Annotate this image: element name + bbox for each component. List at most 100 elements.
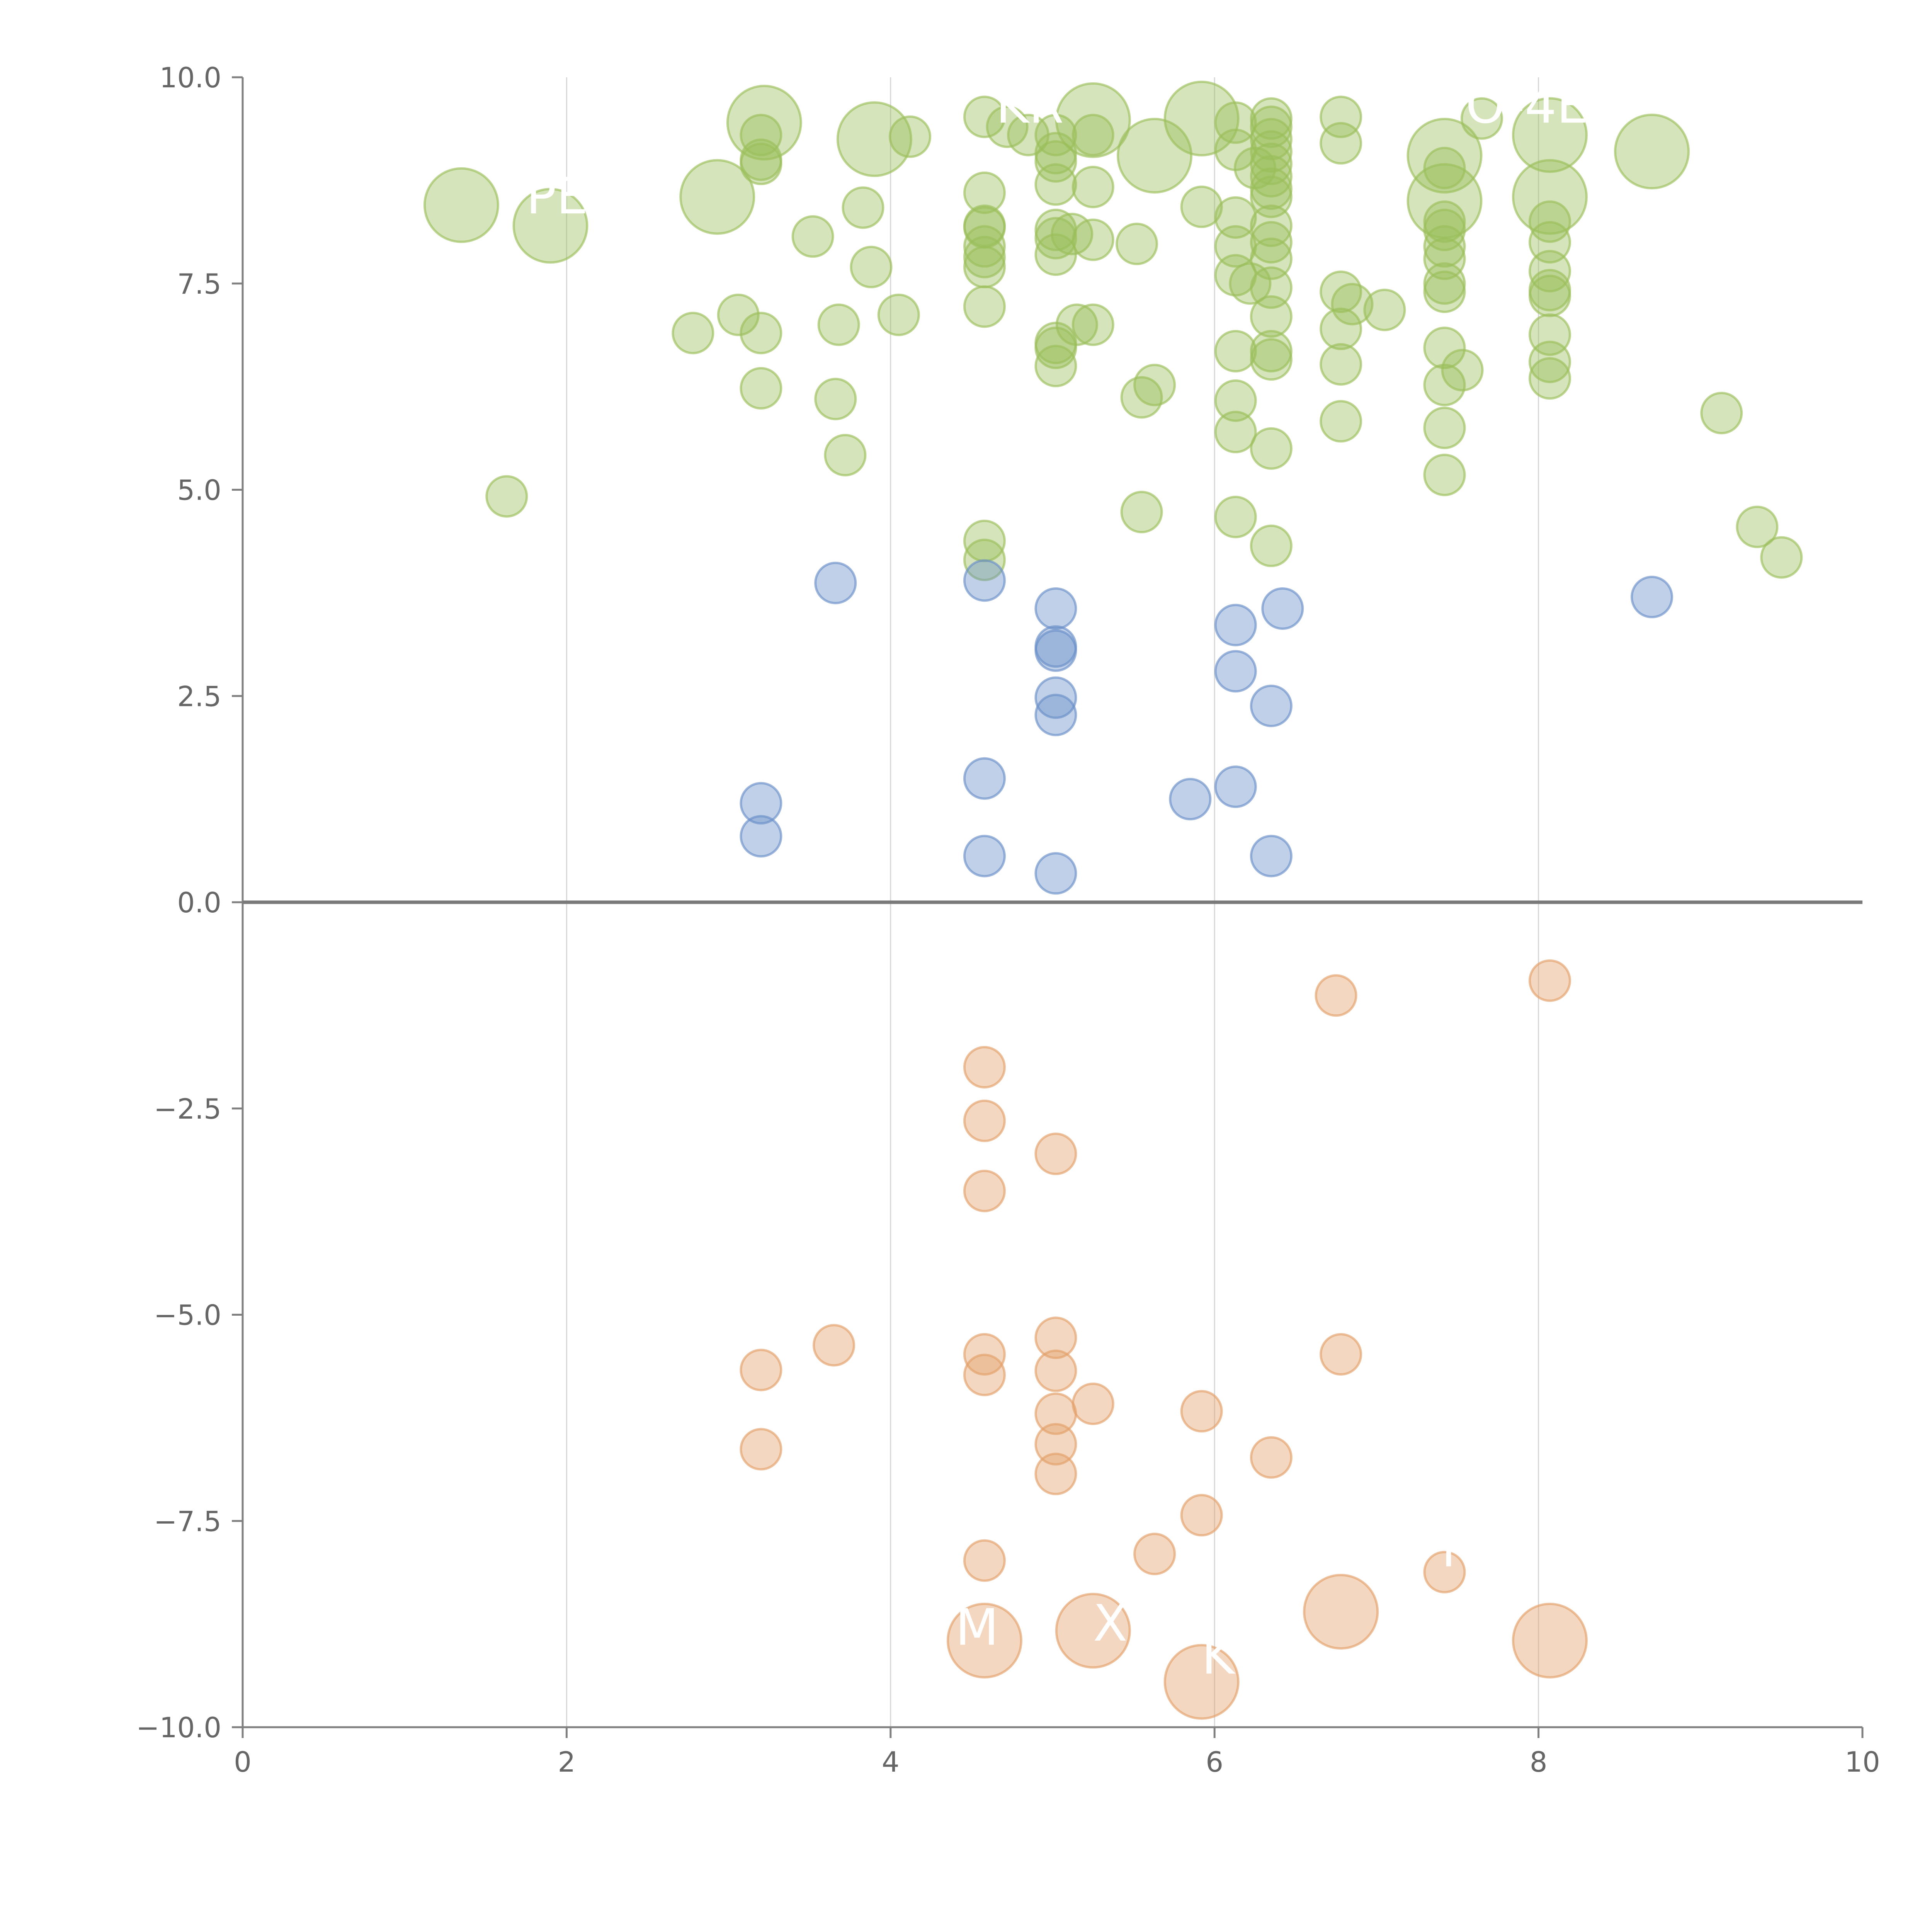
x-tick-label: 10 [1845, 1746, 1880, 1778]
scatter-point [1250, 427, 1293, 470]
scatter-point [813, 1324, 855, 1367]
scatter-point [1034, 694, 1077, 736]
scatter-point [679, 159, 755, 235]
scatter-point [1631, 576, 1673, 619]
point-label: KTZ [1202, 1627, 1296, 1685]
scatter-point [1117, 117, 1193, 194]
scatter-point [1169, 778, 1212, 821]
point-label: M [955, 1598, 998, 1657]
scatter-point [1423, 225, 1466, 268]
scatter-point [1034, 327, 1077, 369]
scatter-point [1034, 676, 1077, 719]
scatter-point [963, 1170, 1006, 1213]
scatter-point [1363, 289, 1406, 332]
scatter-point [1250, 118, 1293, 161]
y-tick-label: −2.5 [154, 1093, 221, 1125]
scatter-point [1034, 852, 1077, 895]
scatter-point [1034, 587, 1077, 630]
point-label: N [1441, 1520, 1479, 1578]
scatter-point [1250, 221, 1293, 264]
scatter-point [1034, 1316, 1077, 1359]
scatter-point [824, 434, 867, 476]
scatter-point [814, 378, 857, 420]
x-tick-label: 4 [882, 1746, 900, 1778]
y-tick-label: 5.0 [177, 474, 221, 507]
scatter-point [963, 1046, 1006, 1088]
scatter-point [1180, 1390, 1223, 1433]
scatter-point [740, 1428, 782, 1471]
scatter-point [1214, 196, 1257, 239]
scatter-point [1250, 266, 1293, 309]
scatter-point [1071, 165, 1114, 208]
scatter-point [1303, 1574, 1379, 1650]
scatter-point [1071, 218, 1114, 261]
scatter-point [1034, 1423, 1077, 1466]
scatter-point [1250, 237, 1293, 280]
scatter-point [726, 85, 802, 161]
x-tick-label: 6 [1206, 1746, 1223, 1778]
scatter-point [740, 782, 782, 825]
scatter-point [946, 1602, 1022, 1679]
scatter-point [1250, 175, 1293, 218]
scatter-point [1229, 262, 1272, 305]
y-tick-label: −7.5 [154, 1505, 221, 1537]
points-layer [423, 80, 1803, 1720]
scatter-point [817, 303, 860, 346]
scatter-point [1250, 835, 1293, 878]
point-label: O-4E [1466, 76, 1588, 134]
scatter-point [1034, 1349, 1077, 1392]
scatter-point [1331, 283, 1374, 326]
scatter-point [1512, 97, 1588, 173]
scatter-point [485, 475, 528, 518]
scatter-point [963, 835, 1006, 878]
point-label: PER [526, 167, 623, 225]
scatter-point [1120, 491, 1163, 534]
scatter-point [1320, 1333, 1362, 1376]
axes-layer: 0 2 4 6 8 10 −10.0 −7.5 −5.0 −2.5 0.0 2.5 5.0 7.5 10.0 [136, 61, 1880, 1778]
scatter-point [963, 246, 1006, 289]
scatter-point [1320, 400, 1362, 443]
scatter-point [963, 236, 1006, 279]
y-tick-label: 2.5 [177, 680, 221, 713]
scatter-point [1320, 308, 1362, 350]
scatter-point [1423, 237, 1466, 280]
y-tick-label: −10.0 [136, 1711, 221, 1744]
x-tick-label: 8 [1530, 1746, 1548, 1778]
scatter-point [740, 311, 782, 354]
scatter-point [1214, 330, 1257, 372]
scatter-point [1180, 185, 1223, 228]
scatter-point [1423, 327, 1466, 369]
scatter-point [1250, 295, 1293, 338]
scatter-point [1133, 1532, 1176, 1575]
scatter-point [1071, 114, 1114, 156]
scatter-point [1034, 1133, 1077, 1175]
scatter-point [1055, 1593, 1131, 1669]
scatter-point [1423, 454, 1466, 497]
scatter-point [1250, 338, 1293, 381]
scatter-point [963, 757, 1006, 800]
scatter-point [1261, 587, 1304, 630]
scatter-point [1214, 604, 1257, 646]
scatter-point [1423, 406, 1466, 449]
scatter-point [1034, 345, 1077, 388]
scatter-point [1034, 140, 1077, 183]
scatter-point [1528, 274, 1571, 317]
scatter-point [1133, 364, 1176, 406]
scatter-point [1320, 270, 1362, 313]
y-tick-label: 7.5 [177, 268, 221, 300]
scatter-point [1214, 379, 1257, 422]
scatter-point [1528, 959, 1571, 1002]
scatter-point [1760, 536, 1803, 579]
point-label: XS [1093, 1594, 1160, 1653]
scatter-point [1250, 684, 1293, 727]
scatter-point [1315, 974, 1357, 1017]
scatter-point [1071, 303, 1114, 346]
scatter-point [1423, 208, 1466, 251]
scatter-point [1214, 650, 1257, 693]
scatter-point [1163, 1644, 1240, 1720]
scatter-point [836, 101, 912, 177]
scatter-point [1250, 1436, 1293, 1479]
scatter-point [1320, 343, 1362, 386]
